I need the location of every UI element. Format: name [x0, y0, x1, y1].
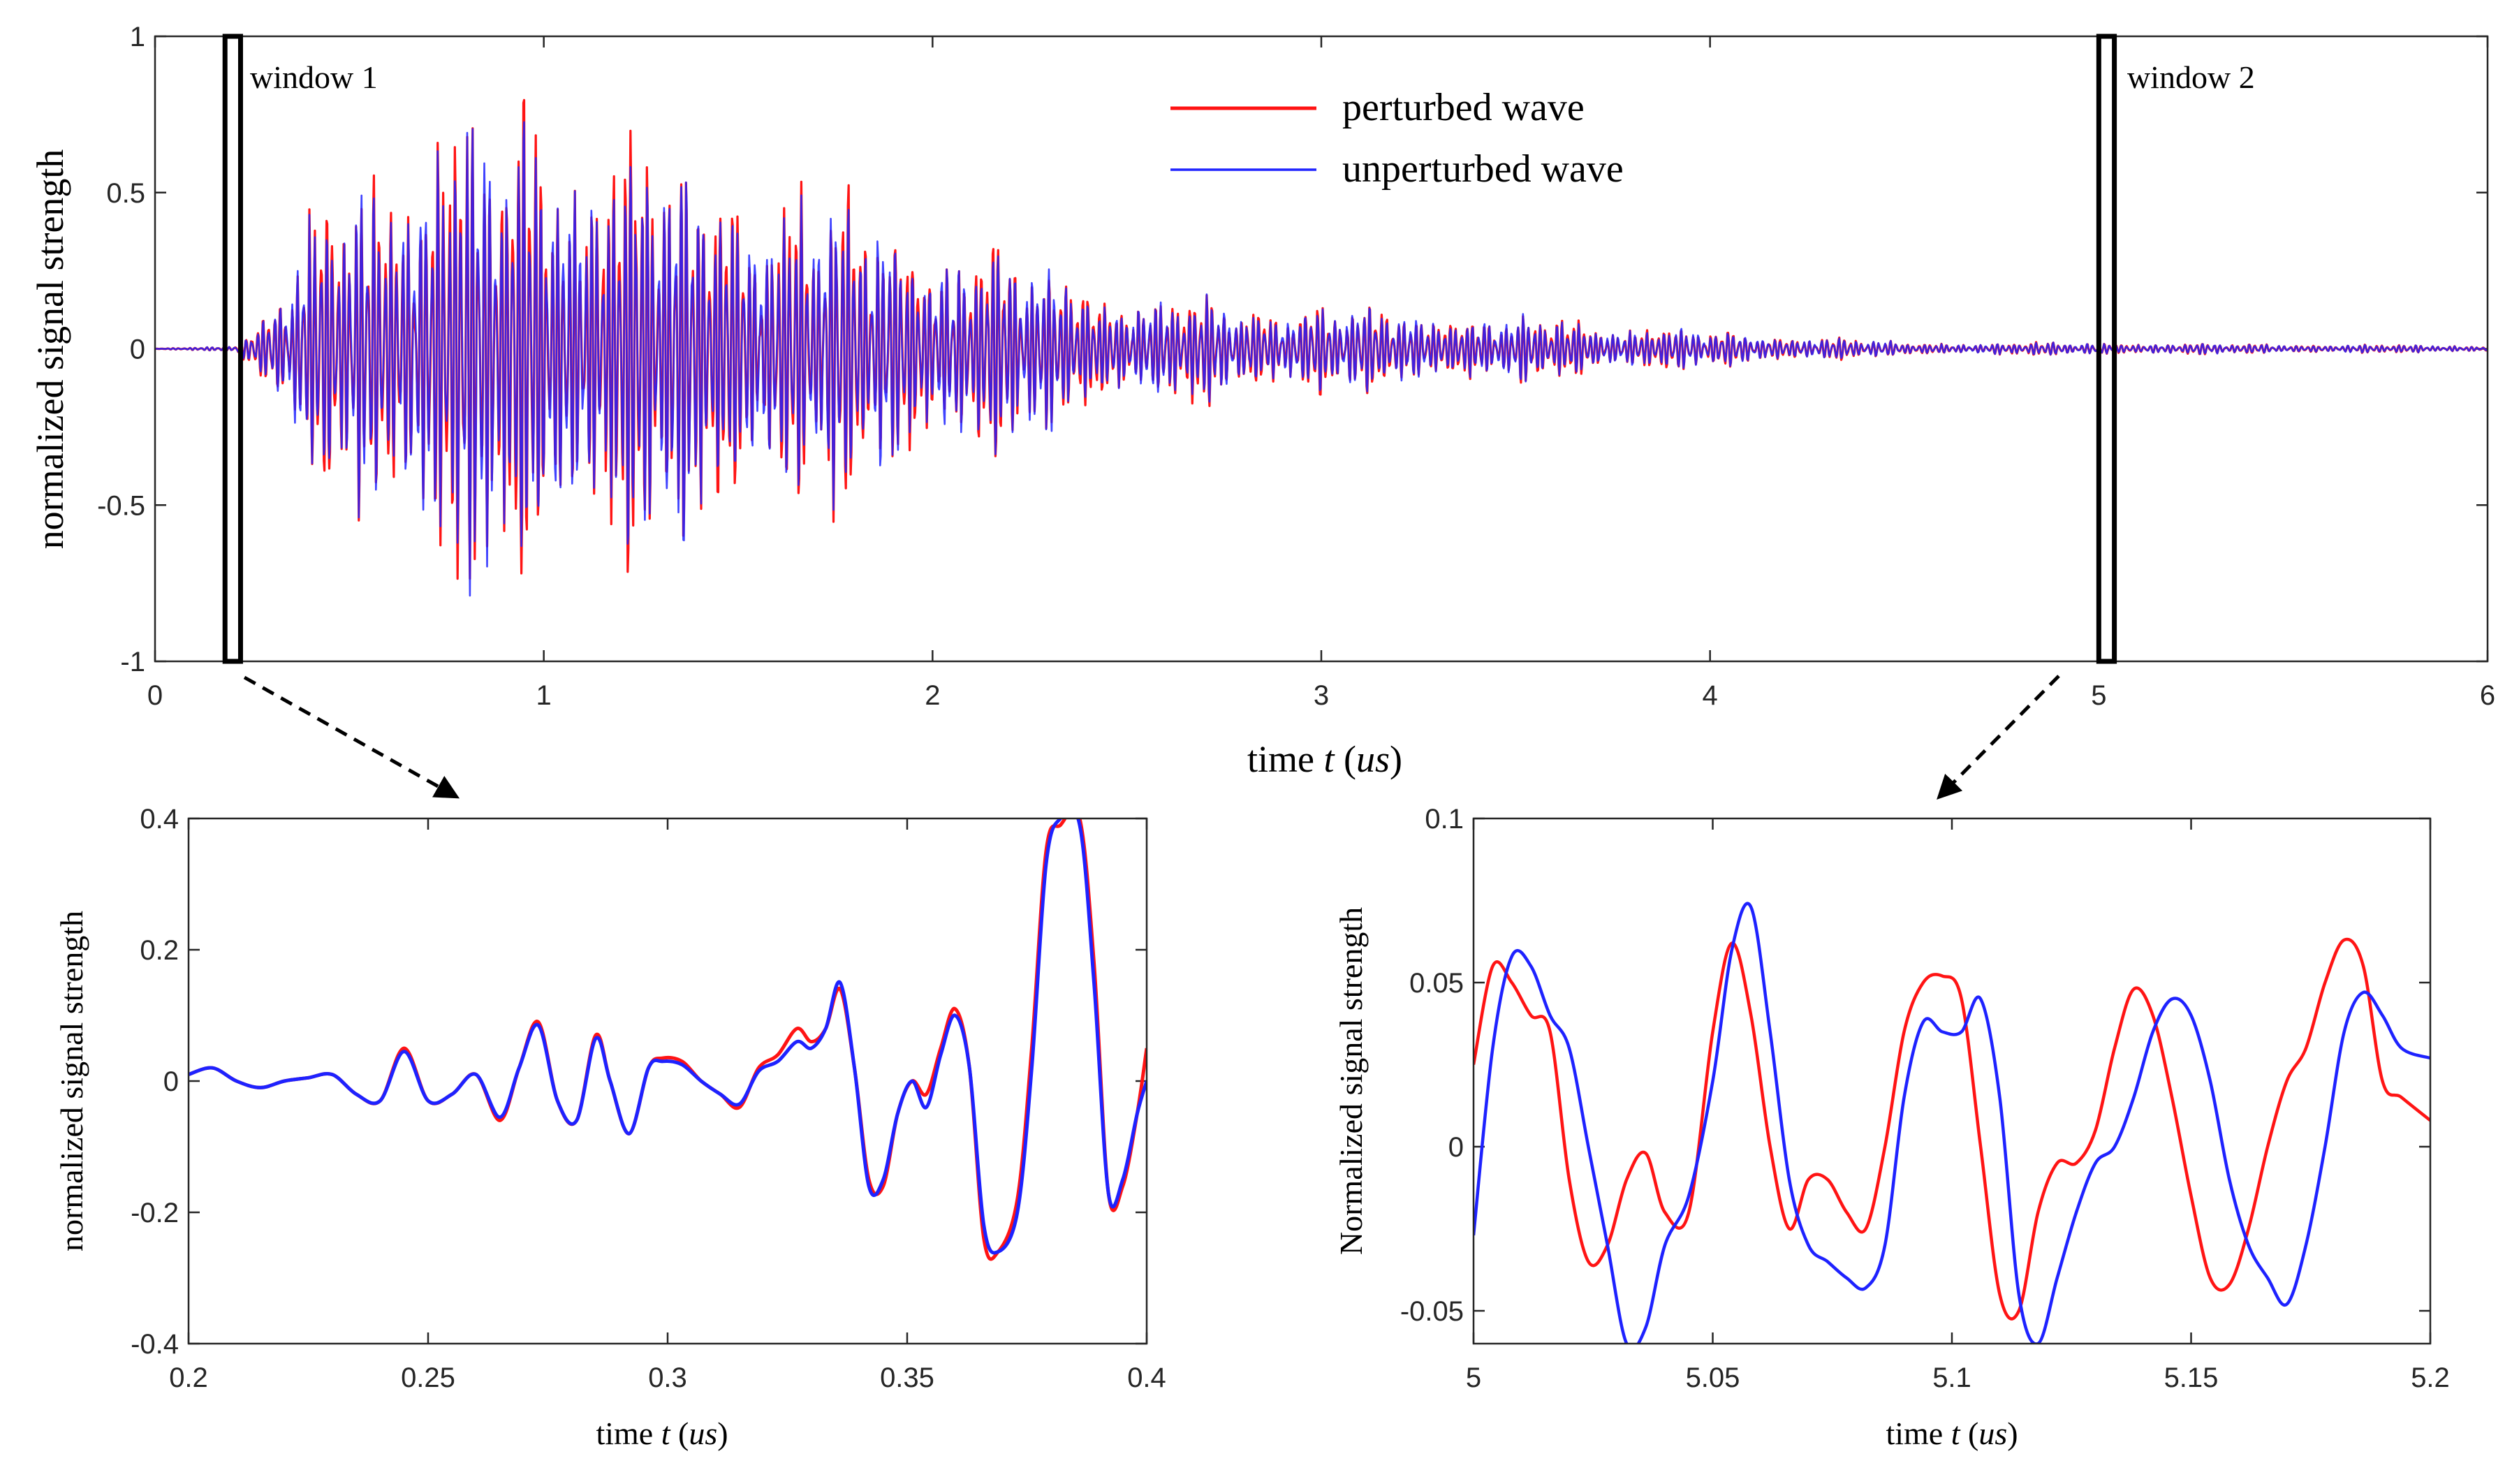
- z2-ytick-label: -0.05: [1400, 1296, 1464, 1327]
- z2-xtick-label: 5.2: [2411, 1362, 2450, 1393]
- z2-xtick-label: 5.05: [1686, 1362, 1740, 1393]
- main-legend: perturbed wave unperturbed wave: [1170, 86, 1624, 191]
- main-plot-frame: [154, 35, 2489, 663]
- zoom-plot-window-2: 5 5.05 5.1 5.15 5.2 -0.05 0 0.05 0.1 time t (us)…: [1333, 804, 2450, 1451]
- z1-ytick-label: -0.4: [131, 1329, 179, 1360]
- z1-xtick-label: 0.25: [401, 1362, 455, 1393]
- main-xtick-label: 1: [536, 680, 552, 711]
- z1-ytick-label: -0.2: [131, 1198, 179, 1228]
- main-xtick-label: 2: [925, 680, 940, 711]
- legend-label-perturbed: perturbed wave: [1342, 86, 1585, 129]
- z1-xtick-label: 0.4: [1127, 1362, 1166, 1393]
- z1-xtick-label: 0.3: [648, 1362, 687, 1393]
- z1-ytick-label: 0.2: [140, 935, 179, 966]
- main-plot: 0 1 2 3 4 5 6 -1 -0.5 0 0.5 1 window 1 window 2 per…: [29, 22, 2495, 780]
- z2-ytick-label: 0.1: [1425, 804, 1464, 835]
- zoom-plot-window-1: 0.2 0.25 0.3 0.35 0.4 -0.4 -0.2 0 0.2 0.4 time t …: [54, 804, 1166, 1451]
- z2-xtick-label: 5.1: [1932, 1362, 1971, 1393]
- z2-ytick-label: 0: [1448, 1132, 1464, 1163]
- zoom1-axis-ticks: [187, 817, 1148, 1345]
- z1-ytick-label: 0.4: [140, 804, 179, 835]
- main-xtick-label: 3: [1314, 680, 1329, 711]
- zoom2-series-perturbed-line: [1474, 937, 2430, 1321]
- main-xtick-label: 0: [147, 680, 163, 711]
- window-1-marker: [222, 34, 243, 664]
- main-xtick-label: 4: [1703, 680, 1718, 711]
- zoom2-tick-labels: 5 5.05 5.1 5.15 5.2 -0.05 0 0.05 0.1: [1400, 804, 2450, 1393]
- z1-xtick-label: 0.35: [880, 1362, 934, 1393]
- zoom1-tick-labels: 0.2 0.25 0.3 0.35 0.4 -0.4 -0.2 0 0.2 0.4: [131, 804, 1166, 1393]
- zoom1-series-unperturbed-line: [189, 818, 1147, 1255]
- zoom1-series-perturbed-line: [189, 818, 1147, 1261]
- main-ytick-label: 0: [130, 335, 145, 365]
- main-ytick-label: -0.5: [97, 490, 145, 521]
- main-tick-labels: 0 1 2 3 4 5 6 -1 -0.5 0 0.5 1: [97, 22, 2495, 711]
- main-ytick-label: 0.5: [106, 178, 145, 209]
- window-1-label: window 1: [250, 59, 378, 95]
- window-2-label: window 2: [2127, 59, 2255, 95]
- z1-ytick-label: 0: [163, 1066, 179, 1097]
- zoom2-y-axis-label: Normalized signal strength: [1333, 907, 1369, 1255]
- z1-xtick-label: 0.2: [169, 1362, 208, 1393]
- zoom1-x-axis-label: time t (us): [596, 1416, 728, 1451]
- zoom2-x-axis-label: time t (us): [1886, 1416, 2018, 1451]
- z2-xtick-label: 5: [1466, 1362, 1481, 1393]
- main-x-axis-label: time t (us): [1247, 738, 1402, 780]
- z2-ytick-label: 0.05: [1409, 968, 1464, 999]
- window-2-marker: [2096, 34, 2117, 664]
- main-xtick-label: 6: [2480, 680, 2495, 711]
- main-xtick-label: 5: [2091, 680, 2106, 711]
- z2-xtick-label: 5.15: [2164, 1362, 2219, 1393]
- main-ytick-label: 1: [130, 22, 145, 52]
- zoom2-series-unperturbed-line: [1474, 902, 2430, 1344]
- legend-label-unperturbed: unperturbed wave: [1342, 147, 1624, 191]
- main-y-axis-label: normalized signal strength: [29, 149, 71, 550]
- arrow-window-2: [1937, 675, 2060, 800]
- main-ytick-label: -1: [120, 647, 145, 677]
- zoom1-y-axis-label: normalized signal strength: [54, 911, 89, 1251]
- zoom1-plot-frame: [187, 817, 1148, 1345]
- arrow-window-1: [243, 675, 460, 799]
- zoom2-plot-frame: [1472, 817, 2432, 1345]
